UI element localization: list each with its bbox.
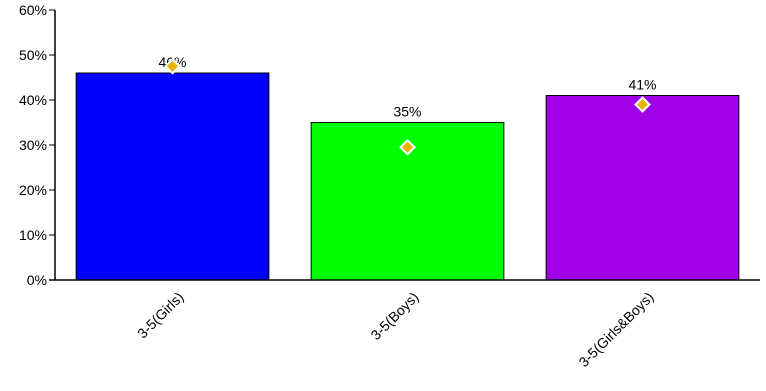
data-label-2: 35% bbox=[393, 104, 421, 120]
marker-3 bbox=[634, 96, 651, 113]
data-label-3: 41% bbox=[628, 77, 656, 93]
markers bbox=[164, 57, 651, 156]
y-tick-label: 30% bbox=[19, 137, 47, 153]
bar-3 bbox=[545, 95, 740, 281]
y-tick-label: 60% bbox=[19, 2, 47, 18]
y-tick-label: 0% bbox=[27, 272, 47, 288]
x-axis-tick-labels: 3-5(Girls) 3-5(Boys) 3-5(Girls&Boys) bbox=[134, 289, 657, 370]
y-tick-label: 10% bbox=[19, 227, 47, 243]
x-tick-label-3: 3-5(Girls&Boys) bbox=[575, 289, 656, 370]
y-tick-label: 40% bbox=[19, 92, 47, 108]
x-tick-label-2: 3-5(Boys) bbox=[367, 289, 421, 343]
marker-1 bbox=[164, 57, 181, 75]
y-axis-ticks: 0% 10% 20% 30% 40% 50% 60% bbox=[19, 2, 55, 288]
bar-1 bbox=[75, 72, 270, 281]
x-tick-label-1: 3-5(Girls) bbox=[134, 289, 187, 342]
y-tick-label: 20% bbox=[19, 182, 47, 198]
y-tick-label: 50% bbox=[19, 47, 47, 63]
marker-2 bbox=[399, 138, 416, 156]
